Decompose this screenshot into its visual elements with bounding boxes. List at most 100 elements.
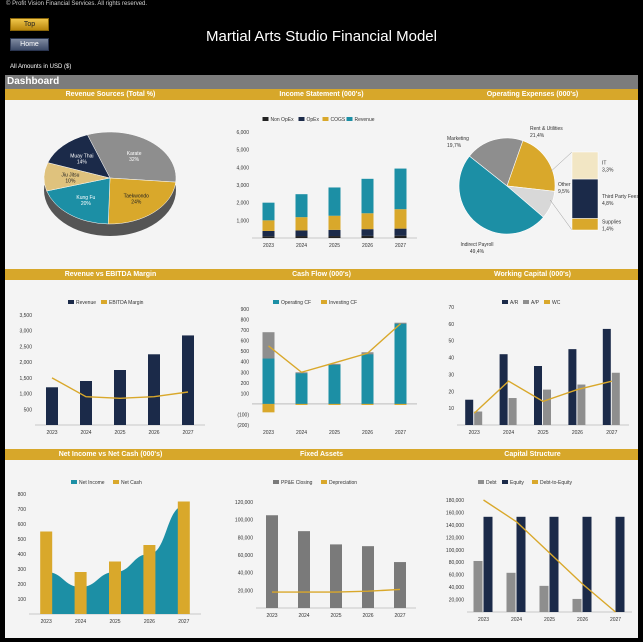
legend-swatch xyxy=(101,300,107,304)
debt-bar xyxy=(539,585,549,612)
x-tick-label: 2023 xyxy=(266,613,277,619)
breakdown-label: Third Party Fees xyxy=(602,194,638,200)
breakdown-pct-label: 3,3% xyxy=(602,168,614,174)
slice-pct-label: 10% xyxy=(65,178,76,184)
slice-pct-label: 32% xyxy=(129,157,140,163)
stacked-bar-segment xyxy=(394,168,407,210)
x-tick-label: 2024 xyxy=(80,430,91,436)
panel-revenue-sources: Revenue Sources (Total %) Karate 32% Taekw… xyxy=(5,89,216,269)
stacked-bar-segment xyxy=(394,228,407,236)
legend-swatch xyxy=(478,480,484,484)
y-tick-label: 80,000 xyxy=(238,535,254,541)
legend-label: A/P xyxy=(531,300,540,306)
pie-slice xyxy=(107,177,177,225)
debt-bar xyxy=(506,572,516,612)
y-tick-label: 140,000 xyxy=(446,523,464,529)
legend-swatch xyxy=(502,480,508,484)
panel-title: Revenue vs EBITDA Margin xyxy=(5,269,216,280)
y-tick-label: 160,000 xyxy=(446,510,464,516)
x-tick-label: 2023 xyxy=(263,430,274,436)
equity-bar xyxy=(549,516,559,612)
pie-slice xyxy=(46,177,111,225)
y-tick-label: 1,500 xyxy=(19,376,32,382)
amounts-note: All Amounts in USD ($) xyxy=(10,64,72,70)
legend-label: COGS xyxy=(331,117,346,123)
stacked-bar-segment xyxy=(361,213,374,230)
y-tick-label: 120,000 xyxy=(235,500,253,506)
slice-pct-label: 24% xyxy=(131,200,142,206)
net-cash-bar xyxy=(74,572,87,614)
home-button[interactable]: Home xyxy=(10,38,49,51)
y-tick-label: 200 xyxy=(18,582,27,588)
stacked-bar-segment xyxy=(361,229,374,236)
y-tick-label: 100,000 xyxy=(235,518,253,524)
net-income-vs-cash-chart: Net Income Net Cash 100 200 300 400 500 600 700 8… xyxy=(18,480,201,625)
y-tick-label: 30 xyxy=(448,372,454,378)
cash-flow-chart: Operating CF Investing CF (200) (100) 100 200… xyxy=(237,300,417,436)
y-tick-label: 500 xyxy=(18,537,27,543)
pie-slice xyxy=(87,131,177,183)
pie-slice xyxy=(47,134,111,179)
x-tick-label: 2024 xyxy=(296,243,307,249)
legend-label: Debt-to-Equity xyxy=(540,480,572,486)
equity-bar xyxy=(516,516,526,612)
legend-label: Operating CF xyxy=(281,300,311,306)
panel-title: Income Statement (000's) xyxy=(216,89,427,100)
legend-label: Non OpEx xyxy=(271,117,295,123)
slice-label: Other xyxy=(558,182,571,188)
ppe-bar xyxy=(394,562,406,608)
legend-swatch xyxy=(273,300,279,304)
capital-structure-chart: Debt Equity Debt-to-Equity 20,000 40,000 60,0… xyxy=(446,480,632,623)
x-tick-label: 2024 xyxy=(511,617,522,623)
slice-label: Indirect Payroll xyxy=(460,242,493,248)
legend-label: Investing CF xyxy=(329,300,357,306)
y-tick-label: 1,000 xyxy=(19,392,32,398)
connector-line xyxy=(549,199,573,231)
y-tick-label: 20,000 xyxy=(449,598,465,604)
y-tick-label: 60 xyxy=(448,322,454,328)
slice-pct-label: 21,4% xyxy=(530,133,545,139)
ar-bar xyxy=(465,399,474,425)
dashboard-grid: Revenue Sources (Total %) Karate 32% Taekw… xyxy=(5,89,638,638)
slice-pct-label: 20% xyxy=(81,201,92,207)
top-button[interactable]: Top xyxy=(10,18,49,31)
y-tick-label: 2,000 xyxy=(19,360,32,366)
x-tick-label: 2024 xyxy=(296,430,307,436)
operating-cf-bar xyxy=(262,358,275,404)
net-cash-bar xyxy=(143,545,156,614)
x-tick-label: 2027 xyxy=(395,430,406,436)
x-tick-label: 2027 xyxy=(395,243,406,249)
legend-swatch xyxy=(322,117,329,121)
panel-title: Revenue Sources (Total %) xyxy=(5,89,216,100)
stacked-bar-segment xyxy=(262,220,275,231)
stacked-bar-segment xyxy=(295,230,308,237)
y-tick-label: 40,000 xyxy=(449,585,465,591)
operating-cf-bar xyxy=(394,323,407,404)
y-tick-label: 500 xyxy=(241,349,250,355)
legend-swatch xyxy=(113,480,119,484)
y-tick-label: 3,000 xyxy=(236,183,249,189)
pie-slice xyxy=(458,155,544,235)
slice-label: Rent & Utilities xyxy=(530,126,563,132)
panel-title: Fixed Assets xyxy=(216,449,427,460)
equity-bar xyxy=(582,516,592,612)
y-tick-label: 500 xyxy=(24,407,33,413)
legend-label: Revenue xyxy=(355,117,375,123)
x-tick-label: 2024 xyxy=(503,430,514,436)
legend-label: Depreciation xyxy=(329,480,357,486)
y-tick-label: 50 xyxy=(448,339,454,345)
y-tick-label: 80,000 xyxy=(449,560,465,566)
panel-working-capital: Working Capital (000's) A/R A/P WC 10 20 30 40… xyxy=(427,269,638,449)
legend-label: A/R xyxy=(510,300,519,306)
y-tick-label: 800 xyxy=(18,492,27,498)
ap-bar xyxy=(543,389,551,425)
x-tick-label: 2027 xyxy=(178,619,189,625)
x-tick-label: 2023 xyxy=(478,617,489,623)
stacked-bar-segment xyxy=(295,236,308,238)
ap-bar xyxy=(611,372,620,425)
net-cash-bar xyxy=(109,561,121,614)
y-tick-label: 2,000 xyxy=(236,201,249,207)
y-tick-label: 6,000 xyxy=(236,130,249,136)
legend-swatch xyxy=(321,300,327,304)
